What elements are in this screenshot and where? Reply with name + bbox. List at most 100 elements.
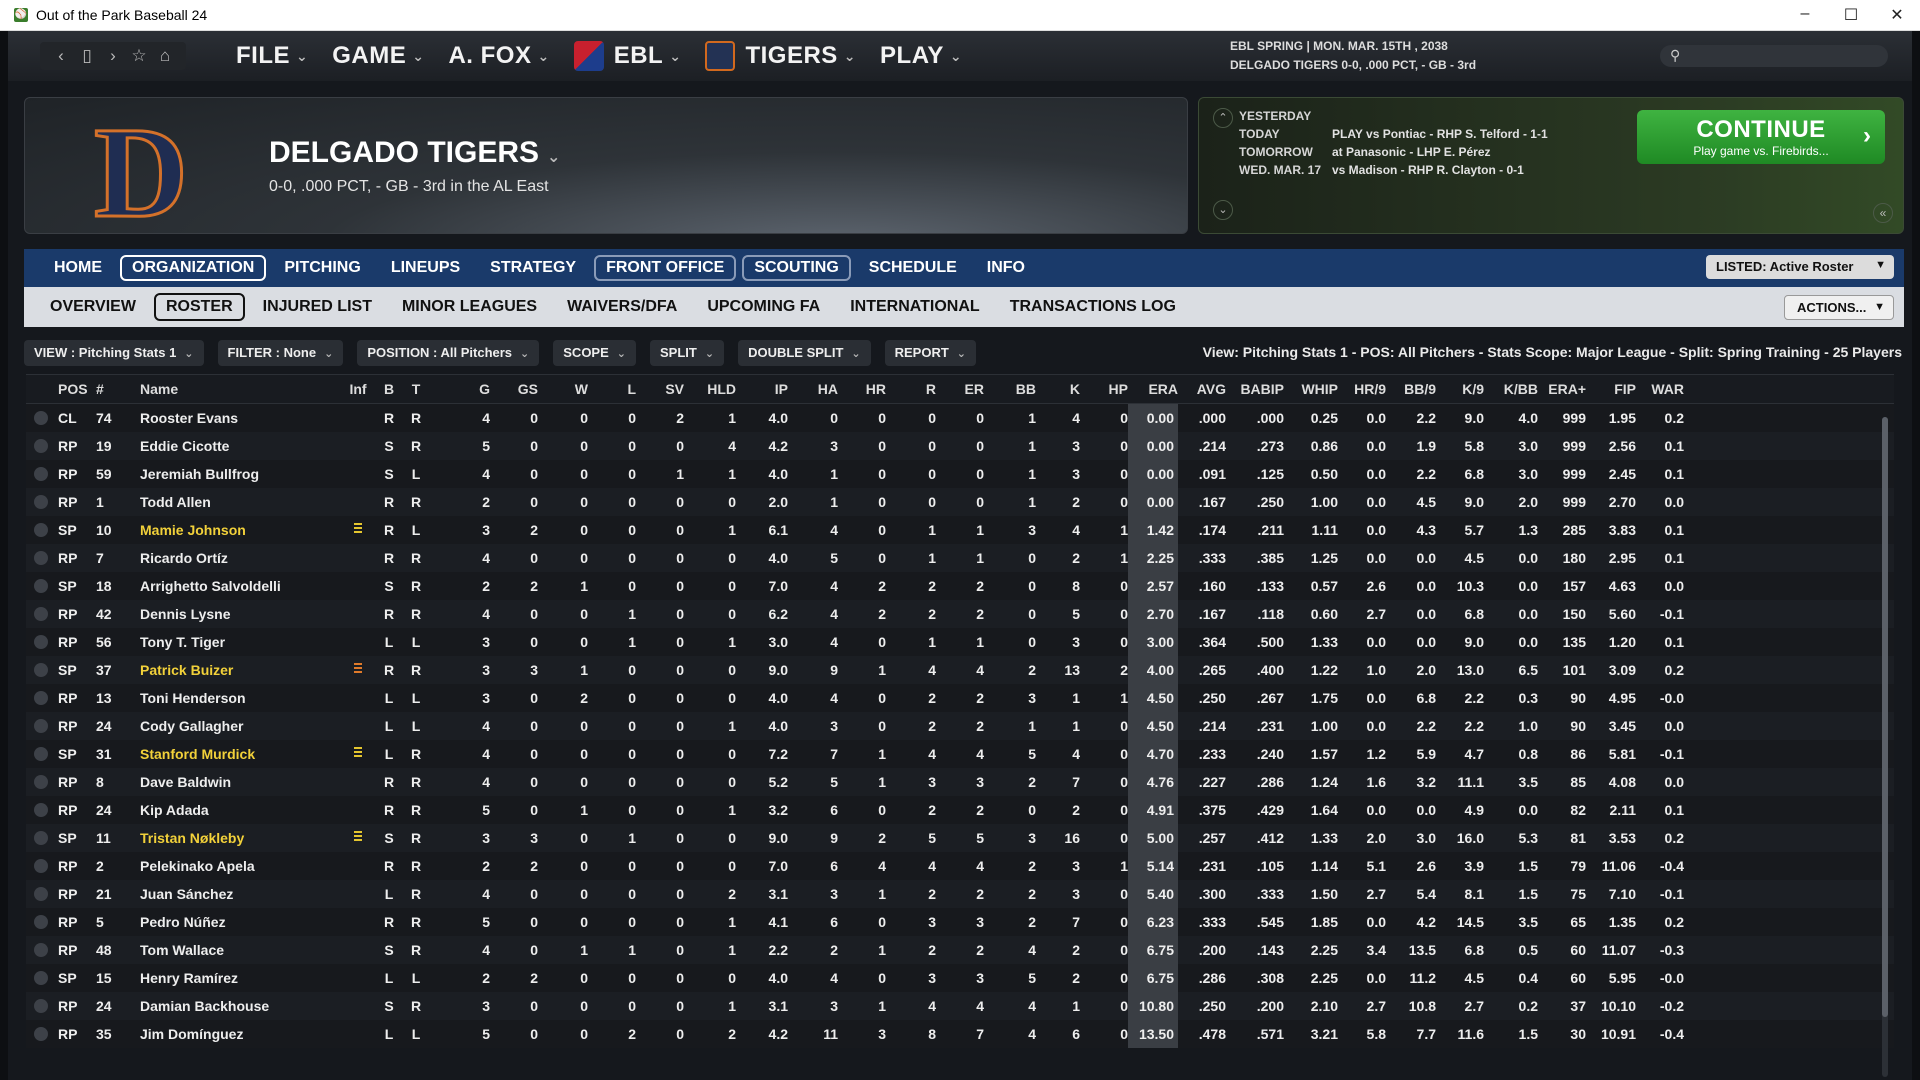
table-row[interactable]: RP 24 Cody Gallagher L L 4 0 0 0 0 1 4.0 3 0 2 2 1 1 0 4.50… — [26, 712, 1894, 740]
row-select-icon[interactable] — [34, 467, 48, 481]
row-select-icon[interactable] — [34, 775, 48, 789]
table-scrollbar[interactable] — [1882, 417, 1888, 1077]
column-header[interactable]: BB/9 — [1404, 381, 1436, 397]
row-select-icon[interactable] — [34, 831, 48, 845]
table-row[interactable]: RP 56 Tony T. Tiger L L 3 0 0 1 0 1 3.0 4 0 1 1 0 3 0 3.00.… — [26, 628, 1894, 656]
chevron-down-icon[interactable]: ⌄ — [1213, 200, 1233, 220]
row-select-icon[interactable] — [34, 551, 48, 565]
player-name[interactable]: Damian Backhouse — [140, 998, 270, 1014]
row-select-icon[interactable] — [34, 579, 48, 593]
row-select-icon[interactable] — [34, 691, 48, 705]
row-select-icon[interactable] — [34, 607, 48, 621]
table-row[interactable]: RP 21 Juan Sánchez L R 4 0 0 0 0 2 3.1 3 1 2 2 2 3 0 5.40.3… — [26, 880, 1894, 908]
row-select-icon[interactable] — [34, 971, 48, 985]
row-select-icon[interactable] — [34, 411, 48, 425]
close-button[interactable]: ✕ — [1890, 7, 1904, 24]
table-row[interactable]: SP 18 Arrighetto Salvoldelli S R 2 2 1 0 0 0 7.0 4 2 2… — [26, 572, 1894, 600]
column-header[interactable]: B — [383, 381, 395, 397]
maximize-button[interactable]: ☐ — [1843, 7, 1859, 24]
column-header[interactable]: K/9 — [1462, 381, 1484, 397]
row-select-icon[interactable] — [34, 859, 48, 873]
column-header[interactable]: ERA — [1148, 381, 1178, 397]
table-row[interactable]: RP 24 Damian Backhouse S R 3 0 0 0 0 1 3.1 3 1 4 4 4 1 0 10… — [26, 992, 1894, 1020]
subtab-injured-list[interactable]: INJURED LIST — [262, 298, 372, 315]
menu-game[interactable]: GAME ⌄ — [332, 42, 424, 70]
player-name[interactable]: Pedro Núñez — [140, 914, 226, 930]
player-name[interactable]: Eddie Cicotte — [140, 438, 230, 454]
chevron-up-icon[interactable]: ⌃ — [1213, 108, 1233, 128]
column-header[interactable]: K — [1069, 381, 1080, 397]
subtab-international[interactable]: INTERNATIONAL — [850, 298, 980, 315]
column-header[interactable]: L — [627, 381, 636, 397]
column-header[interactable]: IP — [774, 381, 788, 397]
column-header[interactable]: GS — [517, 381, 538, 397]
column-header[interactable]: K/BB — [1503, 381, 1538, 397]
column-header[interactable]: WAR — [1651, 381, 1684, 397]
listed-dropdown[interactable]: LISTED: Active Roster ▼ — [1706, 255, 1894, 279]
player-name[interactable]: Dave Baldwin — [140, 774, 232, 790]
player-name[interactable]: Ricardo Ortíz — [140, 550, 228, 566]
player-name[interactable]: Jim Domínguez — [140, 1026, 244, 1042]
row-select-icon[interactable] — [34, 999, 48, 1013]
tab-schedule[interactable]: SCHEDULE — [868, 259, 957, 276]
scrollbar-thumb[interactable] — [1882, 417, 1888, 1017]
player-name[interactable]: Jeremiah Bullfrog — [140, 466, 260, 482]
tab-strategy[interactable]: STRATEGY — [490, 259, 577, 276]
menu-ebl[interactable]: EBL ⌄ — [573, 41, 682, 71]
player-name[interactable]: Tony T. Tiger — [140, 634, 226, 650]
column-header[interactable]: Inf — [349, 381, 367, 397]
player-name[interactable]: Patrick Buizer — [140, 662, 234, 678]
table-row[interactable]: SP 15 Henry Ramírez L L 2 2 0 0 0 0 4.0 4 0 3 3 5 2 0 6.75.… — [26, 964, 1894, 992]
column-header[interactable]: BABIP — [1240, 381, 1284, 397]
column-header[interactable]: SV — [665, 381, 684, 397]
column-header[interactable]: HLD — [707, 381, 736, 397]
subtab-overview[interactable]: OVERVIEW — [50, 298, 136, 315]
table-row[interactable]: RP 13 Toni Henderson L L 3 0 2 0 0 0 4.0 4 0 2 2 3 1 1 4.50… — [26, 684, 1894, 712]
filter-4-dropdown[interactable]: SPLIT ⌄ — [650, 340, 725, 366]
home-icon[interactable]: ⌂ — [159, 46, 171, 65]
row-select-icon[interactable] — [34, 719, 48, 733]
row-select-icon[interactable] — [34, 663, 48, 677]
column-header[interactable]: W — [574, 381, 588, 397]
star-icon[interactable]: ☆ — [131, 46, 147, 65]
tab-home[interactable]: HOME — [54, 259, 102, 276]
menu-file[interactable]: FILE ⌄ — [236, 42, 308, 70]
back-icon[interactable]: ‹ — [58, 46, 64, 65]
column-header[interactable]: HA — [817, 381, 838, 397]
row-select-icon[interactable] — [34, 943, 48, 957]
subtab-minor-leagues[interactable]: MINOR LEAGUES — [401, 298, 538, 315]
player-name[interactable]: Kip Adada — [140, 802, 209, 818]
table-row[interactable]: SP 37 Patrick Buizer R R 3 3 1 0 0 0 9.0 9 1 4 4 2 13 2 4.0… — [26, 656, 1894, 684]
tab-front-office[interactable]: FRONT OFFICE — [594, 255, 737, 281]
filter-5-dropdown[interactable]: DOUBLE SPLIT ⌄ — [738, 340, 871, 366]
column-header[interactable]: ER — [964, 381, 984, 397]
player-name[interactable]: Rooster Evans — [140, 410, 239, 426]
row-select-icon[interactable] — [34, 523, 48, 537]
player-name[interactable]: Pelekinako Apela — [140, 858, 255, 874]
table-row[interactable]: RP 1 Todd Allen R R 2 0 0 0 0 0 2.0 1 0 0 0 1 2 0 0.00.167.… — [26, 488, 1894, 516]
filter-6-dropdown[interactable]: REPORT ⌄ — [884, 340, 977, 366]
team-name-dropdown[interactable]: DELGADO TIGERS ⌄ — [269, 136, 560, 170]
minimize-button[interactable]: – — [1800, 5, 1810, 22]
subtab-roster[interactable]: ROSTER — [153, 293, 245, 321]
row-select-icon[interactable] — [34, 887, 48, 901]
filter-3-dropdown[interactable]: SCOPE ⌄ — [553, 340, 636, 366]
player-name[interactable]: Cody Gallagher — [140, 718, 244, 734]
row-select-icon[interactable] — [34, 635, 48, 649]
column-header[interactable]: BB — [1015, 381, 1036, 397]
tab-scouting[interactable]: SCOUTING — [742, 255, 851, 281]
filter-1-dropdown[interactable]: FILTER : None ⌄ — [217, 340, 344, 366]
column-header[interactable]: POS — [58, 381, 88, 397]
column-header[interactable]: HR — [865, 381, 886, 397]
table-row[interactable]: RP 59 Jeremiah Bullfrog S L 4 0 0 0 1 1 4.0 1 0 0 0 1 3 0 0… — [26, 460, 1894, 488]
column-header[interactable]: WHIP — [1301, 381, 1338, 397]
column-header[interactable]: AVG — [1196, 381, 1226, 397]
page-icon[interactable]: ▯ — [82, 46, 92, 65]
player-name[interactable]: Toni Henderson — [140, 690, 246, 706]
collapse-icon[interactable]: « — [1873, 203, 1893, 223]
table-row[interactable]: SP 11 Tristan Nøkleby S R 3 3 0 1 0 0 9.0 9 2 5 5 3 16 0 5.… — [26, 824, 1894, 852]
tab-pitching[interactable]: PITCHING — [284, 259, 361, 276]
search-input[interactable]: ⚲ — [1660, 45, 1888, 67]
column-header[interactable]: T — [411, 381, 421, 397]
column-header[interactable]: G — [479, 381, 490, 397]
